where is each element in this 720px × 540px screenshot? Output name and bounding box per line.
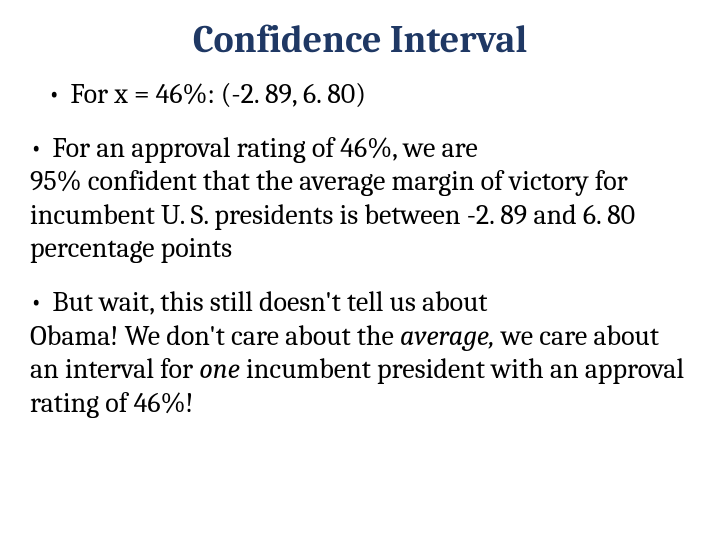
bullet-3-text-a: Obama! We don't care about the [30,320,400,352]
bullet-3-italic-average: average, [400,320,495,352]
bullet-2-line1: For an approval rating of 46%, we are [52,132,690,166]
bullet-marker: • [30,132,42,166]
bullet-3: • But wait, this still doesn't tell us a… [30,286,690,420]
bullet-3-line1: But wait, this still doesn't tell us abo… [52,286,690,320]
bullet-2: • For an approval rating of 46%, we are … [30,132,690,266]
bullet-1: • For x = 46%: (-2. 89, 6. 80) [30,78,690,112]
bullet-3-italic-one: one [199,353,240,385]
bullet-3-rest: Obama! We don't care about the average, … [30,320,690,421]
bullet-marker: • [48,78,60,112]
bullet-2-line2: 95% confident that the average margin of… [30,165,690,266]
bullet-1-text: For x = 46%: (-2. 89, 6. 80) [70,78,690,112]
page-title: Confidence Interval [30,18,690,62]
bullet-marker: • [30,286,42,320]
